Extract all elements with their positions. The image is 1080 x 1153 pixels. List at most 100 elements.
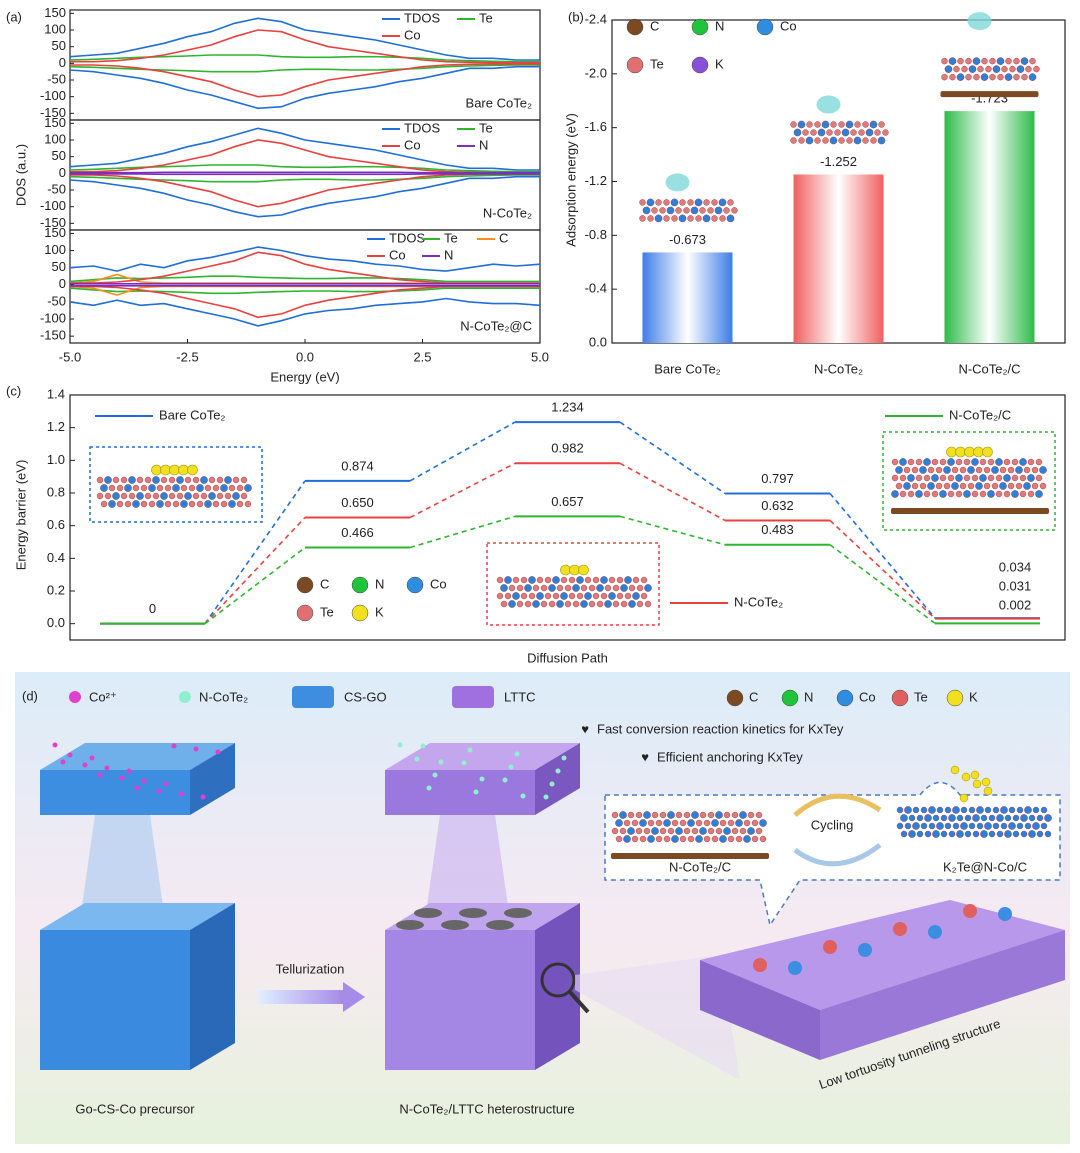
atom [943, 482, 951, 490]
atom [1011, 458, 1019, 466]
atom [670, 198, 679, 207]
y-tick-label: 1.4 [47, 386, 65, 401]
atom [975, 482, 983, 490]
atom [1016, 65, 1025, 73]
y-tick-label: -50 [47, 293, 66, 308]
connector [409, 515, 516, 549]
bar [642, 252, 733, 343]
y-tick-label: -0.4 [585, 281, 607, 296]
atom [612, 600, 620, 608]
k-atom [970, 770, 980, 780]
structure-illustration [496, 564, 652, 608]
connector [204, 480, 306, 625]
atom [719, 819, 727, 827]
atom [176, 476, 184, 484]
atom [100, 484, 108, 492]
atom [588, 600, 596, 608]
atom [675, 811, 683, 819]
atom [838, 121, 845, 128]
atom [891, 474, 899, 482]
dos-line [69, 246, 541, 272]
atom [726, 214, 735, 223]
atom [192, 492, 200, 500]
atom [1020, 57, 1029, 65]
value-label: 0.874 [341, 458, 374, 473]
atom [1028, 830, 1036, 838]
atom [822, 137, 829, 144]
atom [936, 822, 944, 830]
co-ion [163, 781, 169, 787]
atom [666, 206, 675, 215]
atom [912, 822, 920, 830]
atom [104, 492, 112, 500]
atom [1024, 822, 1032, 830]
atom [948, 57, 957, 65]
k-atom [981, 777, 991, 787]
value-label: 0.982 [551, 441, 584, 456]
ncote-dot [473, 789, 479, 795]
atom [212, 484, 220, 492]
atom [830, 121, 837, 128]
atom [1040, 806, 1048, 814]
atom [504, 592, 512, 600]
legend-label: C [499, 230, 508, 245]
atom [520, 592, 528, 600]
value-label: -0.673 [669, 232, 706, 247]
atom [596, 584, 604, 592]
atom [1016, 806, 1024, 814]
dos-line [69, 297, 541, 327]
atom [560, 576, 568, 584]
connector [829, 519, 936, 620]
y-tick-label: 0 [59, 165, 66, 180]
atom [528, 576, 536, 584]
atom [136, 492, 144, 500]
atom [989, 73, 996, 81]
ncote-dot [561, 755, 567, 761]
atom [1027, 458, 1035, 466]
atom [980, 830, 988, 838]
bullet-text: Efficient anchoring KxTey [657, 749, 803, 764]
atom [639, 819, 647, 827]
atom [790, 121, 797, 128]
atom [964, 830, 972, 838]
atom [747, 811, 755, 819]
atom [956, 830, 964, 838]
dos-line [69, 275, 540, 283]
atom [552, 576, 560, 584]
charge-density [967, 12, 992, 31]
atom [144, 492, 152, 500]
atom [1013, 73, 1020, 81]
atom [908, 830, 916, 838]
atom [854, 121, 861, 128]
atom [663, 835, 671, 843]
atom [980, 73, 989, 81]
k-atom [973, 446, 984, 458]
y-tick-label: 100 [44, 242, 66, 257]
atom [953, 65, 960, 73]
atom [972, 57, 981, 65]
y-tick-label: -50 [47, 71, 66, 86]
atom [679, 819, 687, 827]
atom [759, 819, 767, 827]
atom [172, 500, 180, 508]
atom [951, 466, 959, 474]
atom [1011, 474, 1019, 482]
atom [955, 490, 963, 498]
atom [944, 65, 953, 73]
legend-label: Co [404, 27, 421, 42]
k-atom [160, 464, 171, 476]
atom [216, 492, 224, 500]
value-label: -1.252 [820, 154, 857, 169]
atom [1007, 482, 1015, 490]
atom [691, 827, 699, 835]
legend-dot [69, 691, 81, 703]
atom [903, 482, 911, 490]
atom [924, 830, 932, 838]
atom [196, 500, 204, 508]
atom [572, 584, 580, 592]
block-top [40, 903, 235, 930]
atom [584, 576, 592, 584]
magnifier [540, 962, 576, 998]
y-tick-label: -150 [40, 215, 66, 230]
inset-box [89, 446, 263, 523]
